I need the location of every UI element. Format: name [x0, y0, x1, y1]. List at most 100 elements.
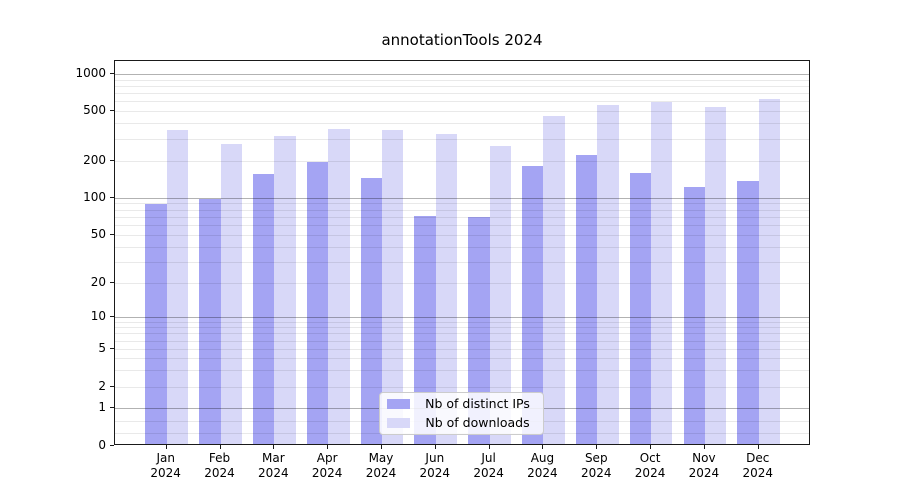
x-tick-mark [219, 445, 221, 449]
chart-title: annotationTools 2024 [381, 31, 543, 49]
gridline-major [115, 74, 809, 75]
plot-area [114, 60, 810, 445]
y-tick-mark [110, 348, 114, 350]
bar-distinct-ips-may [360, 178, 382, 444]
gridline-minor [115, 333, 809, 335]
y-tick-label: 0 [98, 437, 106, 452]
y-tick-mark [110, 234, 114, 235]
legend-entry-downloads: Nb of downloads [387, 416, 535, 430]
bar-downloads-dec [758, 99, 781, 444]
x-tick-label-oct: Oct 2024 [634, 451, 666, 480]
y-tick-mark [110, 73, 114, 74]
bar-distinct-ips-oct [629, 173, 652, 444]
x-tick-mark [165, 445, 167, 449]
y-tick-label: 5 [98, 341, 106, 356]
gridline-minor [115, 138, 809, 140]
y-tick-label: 10 [90, 308, 106, 323]
legend: Nb of distinct IPs Nb of downloads [379, 392, 544, 435]
x-tick-label-sep: Sep 2024 [580, 451, 612, 480]
gridline-minor [115, 203, 809, 205]
gridline-minor [115, 321, 809, 323]
x-tick-mark [380, 445, 382, 449]
bar-distinct-ips-feb [199, 198, 221, 444]
bar-downloads-apr [328, 128, 350, 444]
legend-entry-distinct-ips: Nb of distinct IPs [387, 397, 535, 411]
gridline-minor [115, 93, 809, 95]
legend-label-downloads: Nb of downloads [425, 415, 530, 430]
y-tick-mark [110, 407, 114, 409]
gridline-minor [115, 246, 809, 248]
gridline-minor [115, 235, 809, 236]
y-tick-mark [110, 315, 114, 317]
y-tick-label: 200 [83, 153, 106, 167]
gridline-minor [115, 283, 809, 284]
x-tick-label-jan: Jan 2024 [150, 451, 181, 480]
gridline-minor [115, 349, 809, 351]
x-tick-mark [273, 445, 275, 449]
x-tick-label-feb: Feb 2024 [204, 451, 235, 480]
x-tick-label-dec: Dec 2024 [742, 451, 773, 480]
x-tick-mark [596, 445, 598, 449]
x-tick-label-jul: Jul 2024 [473, 451, 504, 480]
gridline-minor [115, 85, 809, 87]
bar-downloads-sep [597, 104, 619, 444]
bar-downloads-aug [543, 115, 565, 444]
gridline-minor [115, 370, 809, 372]
bar-downloads-feb [220, 143, 242, 444]
bar-distinct-ips-jan [145, 204, 167, 444]
y-tick-label: 1 [98, 400, 106, 415]
legend-swatch-distinct-ips [387, 399, 410, 409]
x-tick-mark [434, 445, 436, 449]
y-tick-mark [110, 385, 114, 387]
x-tick-mark [327, 445, 329, 449]
bar-distinct-ips-apr [306, 161, 329, 444]
bar-downloads-jun [435, 134, 458, 444]
y-tick-mark [110, 110, 114, 111]
y-tick-label: 500 [83, 103, 106, 117]
gridline-minor [115, 327, 809, 329]
x-tick-mark [542, 445, 544, 449]
x-tick-label-nov: Nov 2024 [688, 451, 720, 480]
x-tick-label-may: May 2024 [365, 451, 397, 480]
gridline-major [115, 197, 809, 199]
x-tick-label-mar: Mar 2024 [258, 451, 289, 480]
y-tick-mark [110, 160, 114, 161]
legend-swatch-downloads [387, 418, 410, 428]
bar-downloads-nov [704, 106, 727, 444]
y-tick-label: 1000 [75, 66, 106, 80]
x-tick-mark [703, 445, 705, 449]
x-tick-mark [488, 445, 490, 449]
x-tick-label-aug: Aug 2024 [527, 451, 558, 480]
bar-distinct-ips-dec [737, 180, 759, 444]
y-tick-label: 20 [90, 275, 106, 289]
gridline-minor [115, 101, 809, 103]
y-tick-label: 50 [90, 227, 106, 241]
gridline-major [115, 316, 809, 318]
bar-downloads-may [381, 130, 404, 444]
bar-distinct-ips-nov [683, 187, 705, 444]
y-tick-mark [110, 444, 114, 446]
gridline-minor [115, 123, 809, 125]
legend-label-distinct-ips: Nb of distinct IPs [425, 396, 530, 411]
gridline-minor [115, 216, 809, 218]
gridline-minor [115, 209, 809, 211]
gridline-minor [115, 161, 809, 162]
bar-distinct-ips-jul [468, 217, 490, 444]
gridline-minor [115, 340, 809, 342]
bar-distinct-ips-mar [252, 174, 275, 444]
gridline-minor [115, 386, 809, 388]
x-tick-label-jun: Jun 2024 [419, 451, 451, 480]
bar-distinct-ips-jun [414, 215, 436, 444]
y-tick-label: 2 [98, 378, 106, 393]
gridline-minor [115, 261, 809, 263]
gridline-minor [115, 111, 809, 112]
bar-distinct-ips-aug [522, 166, 544, 444]
bar-downloads-oct [651, 102, 673, 444]
bar-downloads-mar [274, 136, 296, 444]
y-tick-mark [110, 282, 114, 283]
y-tick-mark [110, 196, 114, 198]
bar-distinct-ips-sep [575, 154, 598, 444]
x-tick-label-apr: Apr 2024 [311, 451, 343, 480]
bar-downloads-jul [489, 146, 511, 444]
gridline-minor [115, 358, 809, 360]
